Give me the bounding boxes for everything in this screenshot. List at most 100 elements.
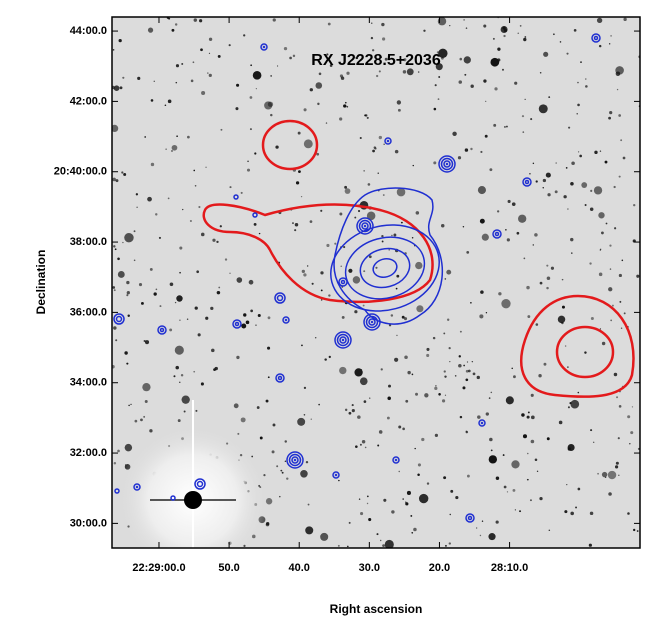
star — [113, 461, 117, 465]
star — [559, 41, 562, 43]
star — [149, 267, 153, 271]
galaxy-contour — [276, 294, 284, 302]
star — [351, 404, 354, 407]
star — [297, 131, 301, 135]
star — [631, 406, 634, 408]
galaxy-contour — [286, 451, 304, 469]
galaxy-contour — [440, 157, 454, 171]
star — [521, 413, 525, 417]
star — [240, 417, 246, 423]
star — [575, 506, 577, 509]
star — [233, 403, 239, 409]
star — [570, 237, 574, 242]
star — [144, 400, 148, 404]
star — [484, 134, 488, 138]
star — [328, 294, 331, 297]
star — [133, 259, 136, 262]
star — [573, 28, 577, 32]
star — [448, 346, 451, 350]
star — [636, 274, 640, 278]
star — [618, 474, 620, 476]
star — [286, 477, 289, 480]
galaxy-contour — [494, 231, 500, 237]
star — [466, 361, 469, 363]
star — [256, 406, 260, 409]
star — [174, 23, 178, 26]
star — [590, 189, 593, 192]
star — [149, 429, 153, 433]
star — [599, 150, 602, 152]
star — [325, 122, 328, 124]
star — [434, 386, 438, 390]
star — [401, 315, 405, 319]
star — [459, 415, 463, 419]
star — [463, 364, 465, 367]
star — [112, 49, 115, 51]
star — [294, 222, 299, 227]
star — [179, 319, 181, 321]
star — [346, 105, 349, 108]
star — [449, 360, 451, 363]
galaxy-contour — [157, 325, 167, 335]
galaxy-contour — [234, 321, 240, 327]
star — [371, 49, 375, 52]
star — [479, 314, 484, 319]
star — [444, 375, 447, 378]
star — [403, 58, 407, 62]
star — [590, 316, 594, 321]
star — [464, 73, 467, 76]
star — [463, 56, 471, 64]
star — [618, 405, 622, 408]
star — [267, 376, 270, 379]
star — [193, 370, 196, 373]
star — [534, 233, 538, 237]
star — [378, 70, 381, 73]
star — [403, 317, 408, 321]
star — [470, 147, 473, 151]
galaxy-contour — [291, 456, 299, 464]
star — [449, 513, 451, 516]
star — [391, 234, 393, 237]
star — [534, 458, 538, 462]
star — [314, 336, 317, 339]
star — [449, 24, 451, 27]
star — [561, 278, 564, 281]
star — [432, 336, 436, 340]
star — [609, 111, 613, 115]
star — [301, 269, 305, 274]
star — [581, 182, 588, 188]
star — [320, 289, 323, 292]
optical-contour — [333, 187, 443, 325]
star — [243, 34, 246, 37]
star — [351, 409, 355, 413]
star — [633, 203, 636, 207]
star — [577, 391, 580, 394]
star — [426, 347, 430, 351]
star — [175, 64, 180, 68]
star — [138, 283, 143, 287]
star — [140, 418, 143, 422]
star — [596, 17, 603, 24]
star — [383, 143, 385, 145]
star — [505, 229, 507, 231]
star — [618, 273, 622, 278]
star — [144, 340, 150, 345]
star — [569, 402, 572, 405]
star — [405, 502, 409, 506]
galaxy-contour — [358, 219, 372, 233]
star — [570, 182, 574, 186]
star — [462, 225, 465, 228]
star — [405, 399, 409, 403]
star — [303, 273, 307, 277]
star — [150, 99, 154, 102]
y-tick-label: 44:00.0 — [70, 25, 107, 37]
star — [538, 104, 548, 114]
star — [236, 83, 240, 87]
star — [472, 372, 476, 376]
star — [305, 526, 314, 535]
star — [355, 445, 358, 448]
star — [412, 164, 414, 167]
star — [309, 88, 313, 92]
star — [535, 180, 538, 183]
star — [601, 471, 608, 478]
